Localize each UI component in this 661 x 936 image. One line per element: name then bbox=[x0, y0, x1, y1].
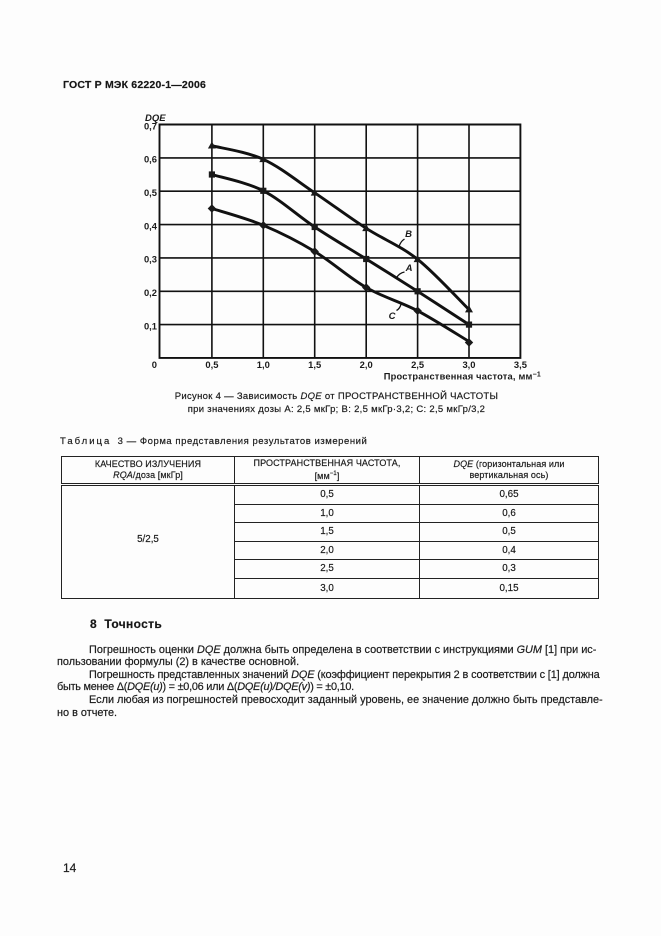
svg-text:3,0: 3,0 bbox=[462, 359, 475, 370]
svg-text:0,5: 0,5 bbox=[205, 359, 218, 370]
svg-text:B: B bbox=[405, 229, 412, 240]
svg-text:0,7: 0,7 bbox=[144, 121, 157, 132]
svg-text:0,3: 0,3 bbox=[144, 254, 157, 265]
svg-text:0,6: 0,6 bbox=[144, 154, 157, 165]
svg-text:DQE: DQE bbox=[145, 113, 166, 124]
svg-text:Пространственная частота, мм−1: Пространственная частота, мм−1 bbox=[384, 371, 541, 381]
svg-text:0,1: 0,1 bbox=[144, 320, 157, 331]
svg-text:C: C bbox=[389, 311, 396, 322]
svg-text:0,2: 0,2 bbox=[144, 287, 157, 298]
svg-text:1,0: 1,0 bbox=[257, 359, 270, 370]
svg-text:0,4: 0,4 bbox=[144, 220, 158, 231]
svg-text:1,5: 1,5 bbox=[308, 359, 321, 370]
svg-text:2,5: 2,5 bbox=[411, 359, 424, 370]
svg-text:0: 0 bbox=[152, 359, 157, 370]
svg-text:3,5: 3,5 bbox=[514, 359, 527, 370]
svg-text:2,0: 2,0 bbox=[360, 359, 373, 370]
svg-text:A: A bbox=[405, 263, 413, 274]
svg-text:0,5: 0,5 bbox=[144, 187, 157, 198]
